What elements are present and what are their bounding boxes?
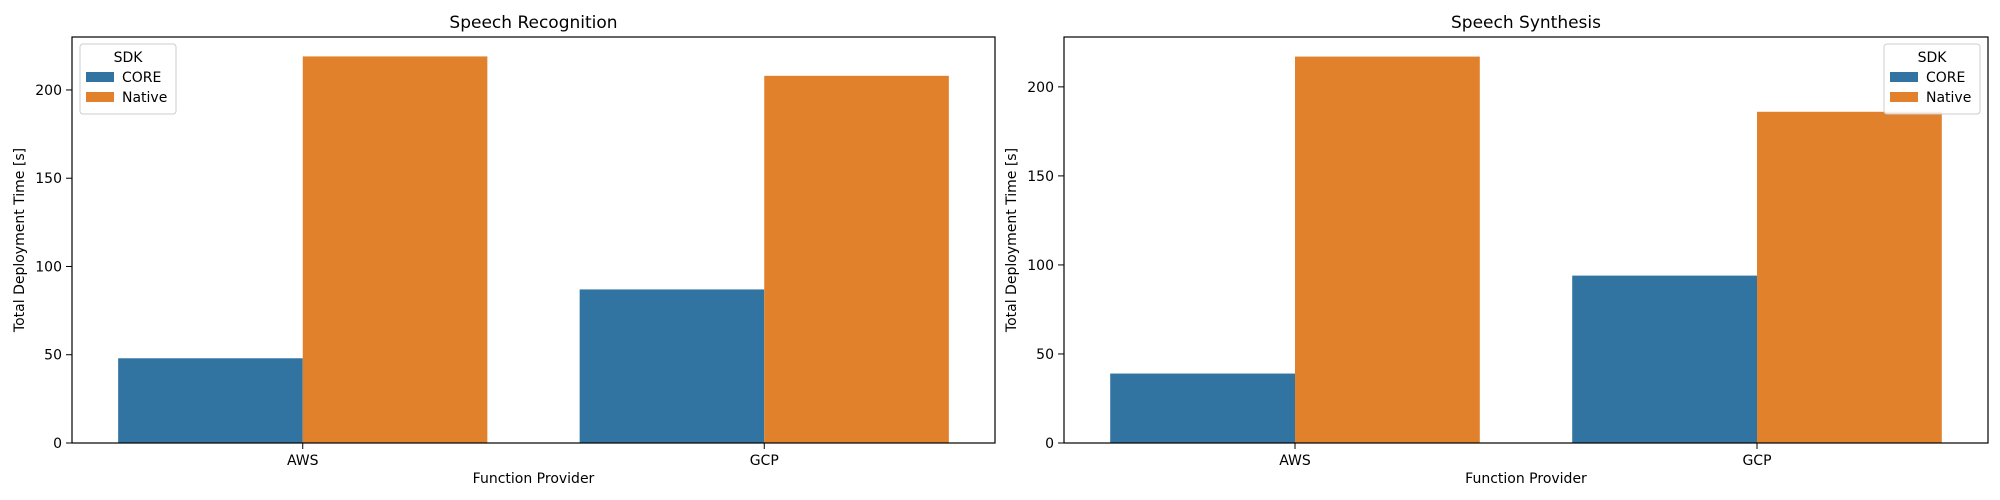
y-tick-label: 0 <box>53 436 62 452</box>
chart-title: Speech Synthesis <box>1451 13 1601 33</box>
y-tick-label: 200 <box>1027 80 1054 96</box>
legend: SDK CORE Native <box>79 43 177 115</box>
y-tick-label: 150 <box>35 171 62 187</box>
y-tick-label: 100 <box>35 259 62 275</box>
x-tick-label: GCP <box>750 453 779 469</box>
legend-swatch-native <box>1890 92 1918 102</box>
plot-frame <box>1063 36 1989 444</box>
x-axis-label: Function Provider <box>473 471 595 487</box>
legend-swatch-native <box>86 92 114 102</box>
bar-core-gcp <box>579 289 765 443</box>
legend-label-core: CORE <box>122 70 161 86</box>
plot-frame <box>71 36 996 444</box>
y-tick-label: 100 <box>1027 258 1054 274</box>
legend-swatch-core <box>1890 72 1918 82</box>
x-axis-label: Function Provider <box>1465 471 1587 487</box>
chart-panel-1: 0 50 100 150 200 AWS GCP Speech Recognition Func… <box>12 13 996 487</box>
legend-title: SDK <box>114 50 144 66</box>
y-axis-label: Total Deployment Time [s] <box>1004 148 1020 333</box>
y-tick-label: 200 <box>35 83 62 99</box>
bar-core-aws <box>1110 373 1295 443</box>
y-axis-label: Total Deployment Time [s] <box>12 148 28 333</box>
bar-core-aws <box>118 358 303 443</box>
legend-label-core: CORE <box>1926 70 1965 86</box>
y-tick-label: 50 <box>44 348 62 364</box>
legend-title: SDK <box>1918 50 1948 66</box>
bar-native-aws <box>302 56 488 444</box>
y-tick-label: 50 <box>1036 347 1054 363</box>
y-tick-label: 0 <box>1045 436 1054 452</box>
bar-core-gcp <box>1572 275 1757 443</box>
chart-panel-2: 0 50 100 150 200 AWS GCP Speech Synthesis Functi… <box>1004 13 1989 487</box>
bar-native-aws <box>1295 56 1480 444</box>
x-tick-label: AWS <box>287 453 319 469</box>
legend-label-native: Native <box>122 90 167 106</box>
x-tick-label: GCP <box>1742 453 1771 469</box>
bar-native-gcp <box>764 75 949 444</box>
x-tick-label: AWS <box>1279 453 1311 469</box>
chart-title: Speech Recognition <box>449 13 617 33</box>
legend-swatch-core <box>86 72 114 82</box>
legend-label-native: Native <box>1926 90 1971 106</box>
y-tick-label: 150 <box>1027 169 1054 185</box>
legend: SDK CORE Native <box>1883 43 1981 115</box>
bar-native-gcp <box>1757 111 1942 443</box>
